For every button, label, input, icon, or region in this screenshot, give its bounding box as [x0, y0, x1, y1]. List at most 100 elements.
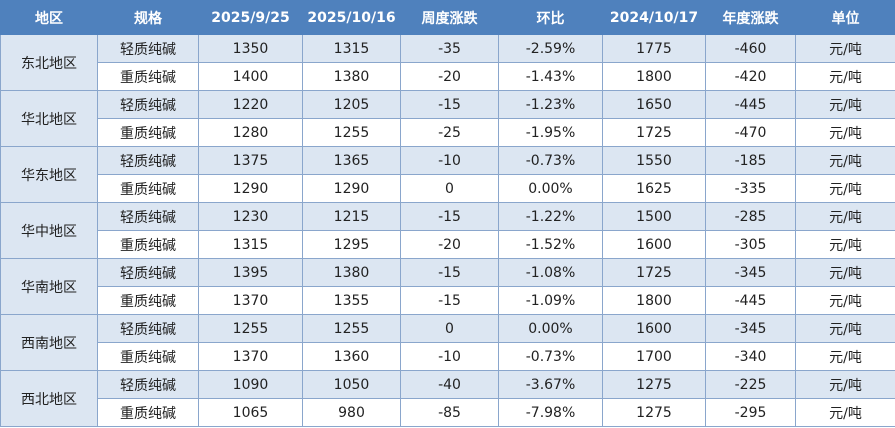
table-cell: 元/吨	[795, 174, 895, 203]
table-cell: -7.98%	[498, 398, 603, 427]
table-cell: 重质纯碱	[97, 398, 199, 427]
table-cell: -1.95%	[498, 118, 603, 147]
table-cell: 0.00%	[498, 314, 603, 343]
table-cell: 0	[400, 314, 499, 343]
table-cell: 轻质纯碱	[97, 34, 199, 63]
table-cell: 1315	[302, 34, 401, 63]
header-cell: 2025/10/16	[302, 0, 401, 35]
table-cell: 重质纯碱	[97, 62, 199, 91]
table-cell: 轻质纯碱	[97, 90, 199, 119]
region-cell: 西北地区	[0, 370, 98, 427]
region-cell: 西南地区	[0, 314, 98, 371]
table-row: 重质纯碱 1290 1290 0 0.00% 1625 -335 元/吨	[1, 174, 895, 203]
table-cell: 1290	[302, 174, 401, 203]
table-cell: 1360	[302, 342, 401, 371]
header-cell: 年度涨跌	[705, 0, 796, 35]
table-cell: 1650	[602, 90, 706, 119]
table-cell: -15	[400, 258, 499, 287]
table-cell: -185	[705, 146, 796, 175]
table-cell: -345	[705, 258, 796, 287]
table-cell: 1315	[198, 230, 303, 259]
table-cell: 980	[302, 398, 401, 427]
table-cell: 1625	[602, 174, 706, 203]
region-cell: 华中地区	[0, 202, 98, 259]
table-cell: -445	[705, 286, 796, 315]
region-cell: 华南地区	[0, 258, 98, 315]
table-cell: 1500	[602, 202, 706, 231]
table-row: 华东地区 轻质纯碱 1375 1365 -10 -0.73% 1550 -185 元/吨	[0, 146, 895, 203]
table-cell: 1395	[198, 258, 303, 287]
table-cell: -470	[705, 118, 796, 147]
table-cell: 元/吨	[795, 62, 895, 91]
table-cell: -15	[400, 90, 499, 119]
table-cell: 轻质纯碱	[97, 202, 199, 231]
table-cell: 1370	[198, 342, 303, 371]
table-cell: -345	[705, 314, 796, 343]
table-row: 重质纯碱 1065 980 -85 -7.98% 1275 -295 元/吨	[1, 398, 895, 427]
table-cell: -335	[705, 174, 796, 203]
table-cell: -0.73%	[498, 342, 603, 371]
table-cell: 元/吨	[795, 370, 895, 399]
table-cell: 1725	[602, 258, 706, 287]
table-body: 东北地区 轻质纯碱 1350 1315 -35 -2.59% 1775 -460 元/吨 重质纯碱…	[0, 34, 895, 427]
table-cell: 元/吨	[795, 202, 895, 231]
table-row: 重质纯碱 1370 1360 -10 -0.73% 1700 -340 元/吨	[1, 342, 895, 371]
table-cell: -10	[400, 146, 499, 175]
table-cell: -225	[705, 370, 796, 399]
table-cell: 元/吨	[795, 230, 895, 259]
table-cell: 1275	[602, 398, 706, 427]
table-cell: -295	[705, 398, 796, 427]
table-cell: 1275	[602, 370, 706, 399]
table-cell: 元/吨	[795, 286, 895, 315]
table-cell: -20	[400, 230, 499, 259]
header-cell: 单位	[795, 0, 895, 35]
table-row: 西北地区 轻质纯碱 1090 1050 -40 -3.67% 1275 -225 元/吨	[0, 370, 895, 427]
header-cell: 规格	[97, 0, 199, 35]
table-row: 西南地区 轻质纯碱 1255 1255 0 0.00% 1600 -345 元/吨	[0, 314, 895, 371]
table-cell: 1700	[602, 342, 706, 371]
table-cell: 重质纯碱	[97, 118, 199, 147]
table-cell: 轻质纯碱	[97, 146, 199, 175]
table-cell: 1350	[198, 34, 303, 63]
table-cell: -285	[705, 202, 796, 231]
table-cell: 轻质纯碱	[97, 258, 199, 287]
table-cell: -445	[705, 90, 796, 119]
table-cell: 1380	[302, 62, 401, 91]
table-cell: 0.00%	[498, 174, 603, 203]
table-cell: 1775	[602, 34, 706, 63]
table-row: 华南地区 轻质纯碱 1395 1380 -15 -1.08% 1725 -345 元/吨	[0, 258, 895, 315]
table-cell: -1.08%	[498, 258, 603, 287]
table-row: 重质纯碱 1400 1380 -20 -1.43% 1800 -420 元/吨	[1, 62, 895, 91]
table-cell: -0.73%	[498, 146, 603, 175]
table-cell: 1065	[198, 398, 303, 427]
table-cell: 轻质纯碱	[97, 314, 199, 343]
header-cell: 地区	[0, 0, 98, 35]
table-cell: 1290	[198, 174, 303, 203]
table-cell: 0	[400, 174, 499, 203]
table-cell: 1050	[302, 370, 401, 399]
table-cell: -2.59%	[498, 34, 603, 63]
table-cell: -15	[400, 202, 499, 231]
table-cell: 元/吨	[795, 314, 895, 343]
table-cell: -1.22%	[498, 202, 603, 231]
table-cell: -305	[705, 230, 796, 259]
table-cell: 1295	[302, 230, 401, 259]
header-row: 地区 规格 2025/9/25 2025/10/16 周度涨跌 环比 2024/10/17 年…	[0, 0, 895, 35]
table-cell: -35	[400, 34, 499, 63]
table-row: 重质纯碱 1370 1355 -15 -1.09% 1800 -445 元/吨	[1, 286, 895, 315]
table-cell: 重质纯碱	[97, 342, 199, 371]
table-row: 重质纯碱 1280 1255 -25 -1.95% 1725 -470 元/吨	[1, 118, 895, 147]
header-cell: 2025/9/25	[198, 0, 303, 35]
table-cell: -85	[400, 398, 499, 427]
table-cell: -1.52%	[498, 230, 603, 259]
table-cell: 元/吨	[795, 146, 895, 175]
table-row: 华北地区 轻质纯碱 1220 1205 -15 -1.23% 1650 -445 元/吨	[0, 90, 895, 147]
region-cell: 华北地区	[0, 90, 98, 147]
table-cell: 元/吨	[795, 398, 895, 427]
table-cell: -460	[705, 34, 796, 63]
table-cell: 1725	[602, 118, 706, 147]
table-row: 东北地区 轻质纯碱 1350 1315 -35 -2.59% 1775 -460 元/吨	[0, 34, 895, 91]
table-cell: -1.43%	[498, 62, 603, 91]
table-cell: 1255	[198, 314, 303, 343]
